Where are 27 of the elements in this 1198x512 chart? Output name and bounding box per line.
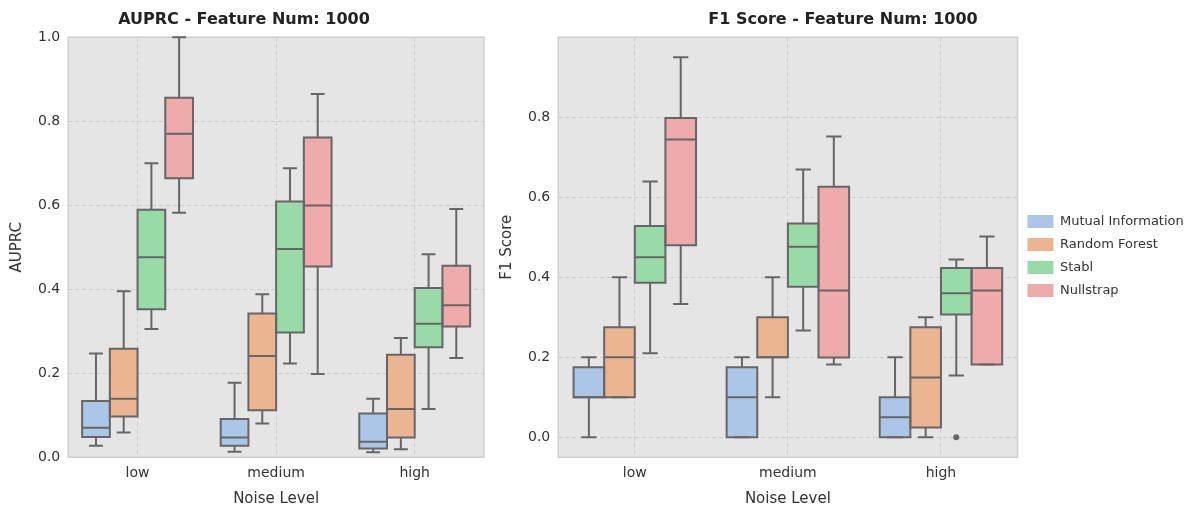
legend-label: Mutual Information: [1060, 212, 1184, 228]
y-tick-label: 1.0: [38, 27, 61, 44]
y-axis-title: AUPRC: [6, 221, 25, 273]
y-tick-label: 0.2: [38, 363, 61, 380]
y-axis-title: F1 Score: [496, 214, 515, 280]
legend-label: Nullstrap: [1060, 281, 1119, 297]
y-tick-label: 0.2: [528, 347, 551, 364]
y-tick-label: 0.0: [38, 447, 61, 464]
y-tick-label: 0.4: [528, 267, 551, 284]
x-tick-label: medium: [247, 464, 305, 481]
y-tick-label: 0.4: [38, 279, 61, 296]
x-tick-label: high: [399, 464, 430, 481]
x-tick-label: low: [125, 464, 150, 481]
y-tick-label: 0.0: [528, 427, 551, 444]
y-tick-label: 0.6: [528, 187, 551, 204]
y-tick-label: 0.6: [38, 195, 61, 212]
legend-label: Stabl: [1060, 258, 1094, 274]
chart-title: F1 Score - Feature Num: 1000: [708, 8, 978, 28]
y-tick-label: 0.8: [528, 107, 551, 124]
legend-label: Random Forest: [1060, 235, 1158, 251]
x-tick-label: low: [622, 464, 647, 481]
chart-title: AUPRC - Feature Num: 1000: [118, 8, 370, 28]
x-axis-title: Noise Level: [744, 488, 831, 507]
x-axis-title: Noise Level: [233, 488, 320, 507]
x-tick-label: medium: [759, 464, 817, 481]
y-tick-label: 0.8: [38, 111, 61, 128]
x-tick-label: high: [925, 464, 957, 481]
